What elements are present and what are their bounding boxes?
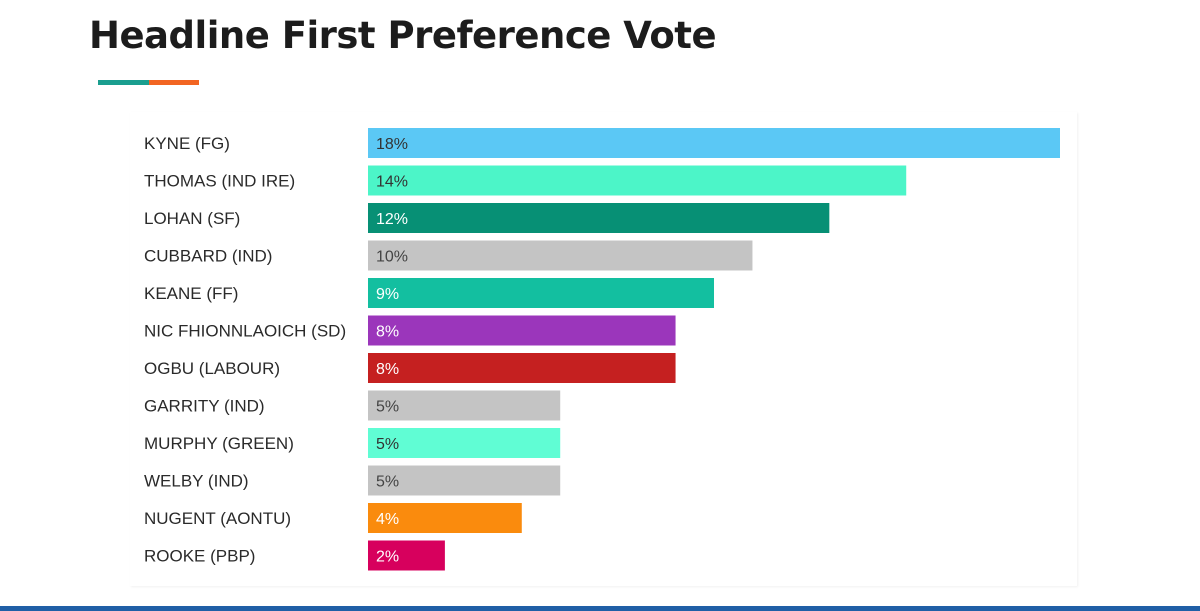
bottom-border-bar <box>0 606 1200 611</box>
bar-value-label: 5% <box>376 436 399 453</box>
bar <box>368 128 1060 158</box>
bar-value-label: 18% <box>376 136 408 153</box>
category-label: KYNE (FG) <box>144 134 230 153</box>
bar-value-label: 8% <box>376 324 399 341</box>
category-label: WELBY (IND) <box>144 472 249 491</box>
category-label: NUGENT (AONTU) <box>144 509 291 528</box>
accent-line-teal <box>98 80 149 85</box>
category-label: MURPHY (GREEN) <box>144 434 294 453</box>
bar-value-label: 5% <box>376 399 399 416</box>
bar <box>368 390 561 421</box>
bar <box>368 540 445 571</box>
bar-value-label: 8% <box>376 361 399 378</box>
page-title: Headline First Preference Vote <box>89 14 717 57</box>
bar-value-label: 10% <box>376 249 408 266</box>
bar <box>368 353 676 383</box>
category-label: ROOKE (PBP) <box>144 547 255 566</box>
bar <box>368 428 561 458</box>
bar <box>368 503 522 533</box>
bar-value-label: 12% <box>376 211 408 228</box>
category-label: OGBU (LABOUR) <box>144 359 280 378</box>
category-label: GARRITY (IND) <box>144 397 265 416</box>
bar <box>368 203 830 233</box>
category-label: CUBBARD (IND) <box>144 247 272 266</box>
bar <box>368 465 561 496</box>
bar-value-label: 9% <box>376 286 399 303</box>
category-label: LOHAN (SF) <box>144 209 240 228</box>
category-label: THOMAS (IND IRE) <box>144 172 295 191</box>
bar-value-label: 4% <box>376 511 399 528</box>
bar-value-label: 2% <box>376 549 399 566</box>
category-label: KEANE (FF) <box>144 284 238 303</box>
bar <box>368 165 907 196</box>
bar <box>368 315 676 346</box>
bar-value-label: 14% <box>376 174 408 191</box>
bar <box>368 278 714 308</box>
category-label: NIC FHIONNLAOICH (SD) <box>144 322 346 341</box>
accent-line-orange <box>149 80 199 85</box>
bar-value-label: 5% <box>376 474 399 491</box>
bar <box>368 240 753 271</box>
